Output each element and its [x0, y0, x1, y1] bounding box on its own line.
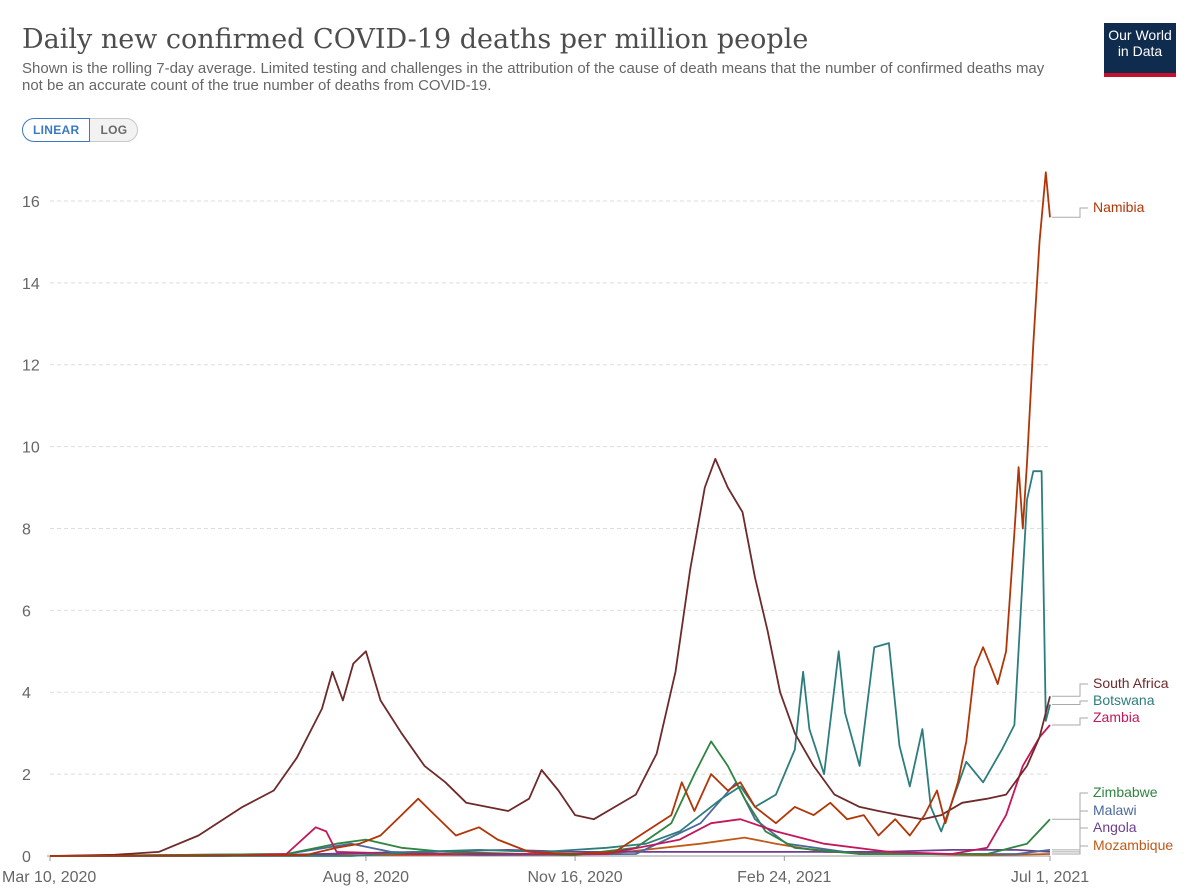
y-tick-label: 4 — [22, 685, 31, 702]
y-tick-label: 12 — [22, 358, 40, 375]
scale-toggle: LINEAR LOG — [22, 118, 139, 142]
x-tick-label: Nov 16, 2020 — [528, 869, 623, 886]
x-tick-label: Jul 1, 2021 — [1011, 869, 1089, 886]
leader-line-south-africa — [1052, 683, 1088, 697]
x-tick-label: Feb 24, 2021 — [737, 869, 831, 886]
series-label-angola: Angola — [1093, 819, 1137, 835]
y-tick-label: 8 — [22, 521, 31, 538]
log-scale-button[interactable]: LOG — [90, 118, 139, 142]
series-label-south-africa: South Africa — [1093, 675, 1169, 691]
series-label-namibia: Namibia — [1093, 199, 1145, 215]
leader-line-mozambique — [1052, 845, 1088, 855]
chart-subtitle: Shown is the rolling 7-day average. Limi… — [22, 60, 1045, 94]
series-label-zimbabwe: Zimbabwe — [1093, 784, 1158, 800]
leader-line-angola — [1052, 827, 1088, 853]
series-label-mozambique: Mozambique — [1093, 837, 1173, 853]
series-line-zimbabwe — [49, 740, 1051, 857]
owid-logo[interactable]: Our World in Data — [1104, 23, 1176, 77]
logo-line-2: in Data — [1117, 43, 1163, 59]
x-tick-label: Aug 8, 2020 — [323, 869, 409, 886]
y-tick-label: 16 — [22, 194, 40, 211]
leader-line-zambia — [1052, 717, 1088, 726]
linear-scale-button[interactable]: LINEAR — [22, 118, 91, 142]
y-tick-label: 10 — [22, 440, 40, 457]
series-label-zambia: Zambia — [1093, 709, 1140, 725]
y-tick-label: 6 — [22, 603, 31, 620]
series-line-zambia — [50, 724, 1051, 857]
series-line-south-africa — [49, 457, 1051, 857]
leader-line-namibia — [1052, 207, 1088, 218]
chart-title: Daily new confirmed COVID-19 deaths per … — [22, 24, 809, 55]
leader-line-botswana — [1052, 700, 1088, 705]
y-tick-label: 14 — [22, 276, 40, 293]
series-line-botswana — [50, 470, 1051, 857]
y-tick-label: 0 — [22, 849, 31, 866]
x-tick-label: Mar 10, 2020 — [2, 869, 96, 886]
series-line-namibia — [49, 171, 1051, 857]
series-label-botswana: Botswana — [1093, 692, 1155, 708]
series-label-malawi: Malawi — [1093, 802, 1137, 818]
leader-line-zimbabwe — [1052, 792, 1088, 820]
leader-line-malawi — [1052, 810, 1088, 851]
logo-line-1: Our World — [1108, 27, 1172, 43]
series-line-malawi — [49, 781, 1051, 857]
y-tick-label: 2 — [22, 767, 31, 784]
